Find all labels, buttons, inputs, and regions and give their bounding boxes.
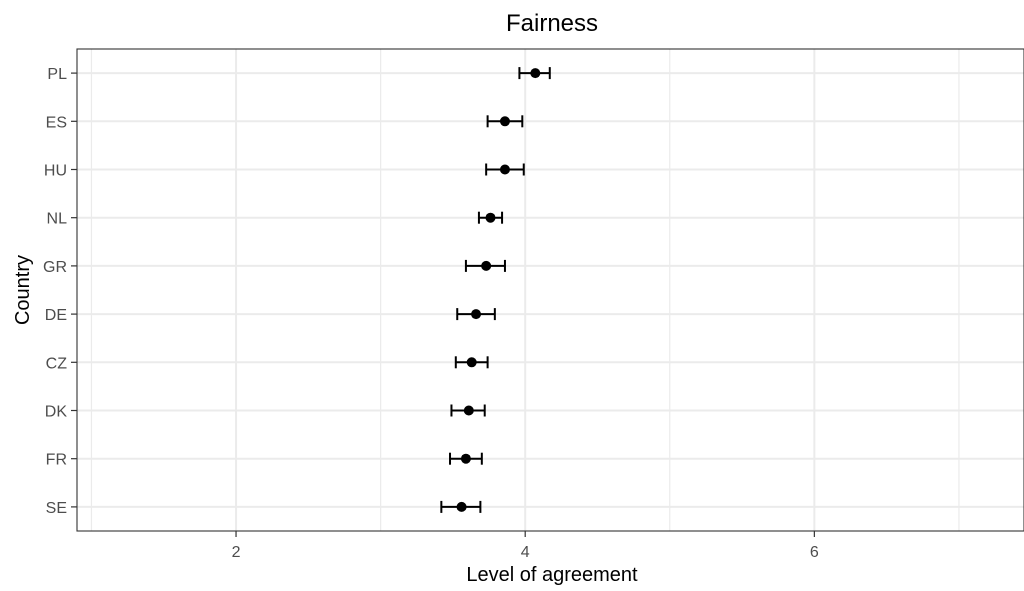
y-tick-label: HU	[44, 163, 67, 180]
data-point	[466, 357, 477, 368]
data-point	[485, 212, 496, 223]
data-point	[460, 453, 471, 464]
y-tick-label: NL	[47, 211, 68, 228]
data-point	[471, 309, 482, 320]
y-tick-label: SE	[46, 500, 67, 517]
y-tick-label: ES	[46, 114, 67, 131]
y-tick-label: DK	[45, 404, 68, 421]
x-tick-label: 4	[521, 544, 530, 561]
major-gridlines	[77, 49, 1024, 531]
data-point	[499, 164, 510, 175]
y-tick-label: GR	[43, 259, 67, 276]
y-tick-label: PL	[47, 66, 67, 83]
data-point	[456, 501, 467, 512]
x-tick-label: 2	[232, 544, 241, 561]
plot-border	[76, 48, 1024, 532]
minor-gridlines	[90, 49, 960, 531]
data-marks	[440, 67, 551, 513]
data-point	[463, 405, 474, 416]
x-axis-title: Level of agreement	[466, 564, 638, 586]
y-tick-label: FR	[46, 452, 67, 469]
y-axis: PL ES HU NL GR DE CZ DK FR SE	[43, 66, 77, 517]
y-axis-title: Country	[12, 255, 34, 325]
data-point	[499, 116, 510, 127]
x-tick-label: 6	[810, 544, 819, 561]
y-tick-label: DE	[45, 307, 67, 324]
data-point	[481, 260, 492, 271]
y-tick-label: CZ	[46, 355, 68, 372]
data-point	[530, 68, 541, 79]
chart-title: Fairness	[506, 10, 598, 37]
x-axis: 2 4 6	[232, 531, 819, 561]
plot-panel	[77, 49, 1024, 531]
